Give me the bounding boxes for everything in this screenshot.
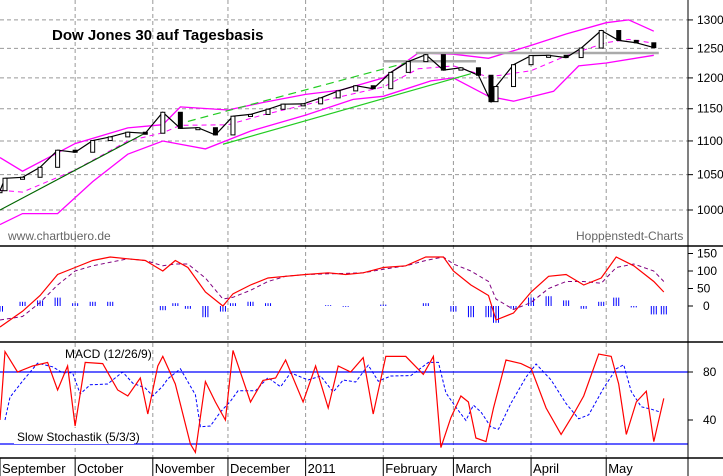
trend_dark-line [0, 133, 144, 211]
price-tick-label: 12000 [697, 71, 723, 85]
month-label: September [2, 461, 66, 476]
price-candle [511, 64, 517, 88]
macd-panel [0, 256, 667, 328]
price-candle [488, 74, 494, 103]
stoch-k-line [0, 349, 665, 455]
price-tick-label: 11500 [697, 102, 723, 116]
price-candle [37, 166, 43, 178]
price-candle [125, 131, 131, 138]
price-candle [160, 111, 166, 134]
macd-label: MACD (12/26/9) [65, 347, 152, 361]
price-candle [280, 103, 286, 110]
macd-tick-label: 100 [697, 264, 717, 278]
month-label: November [155, 461, 216, 476]
price-candle [195, 127, 201, 131]
price-candle [265, 108, 271, 115]
price-candle [563, 54, 569, 59]
month-label: February [385, 461, 438, 476]
stoch-d-line [4, 361, 659, 430]
stoch-label-bg [14, 428, 134, 444]
macd-line [0, 256, 665, 328]
macd-signal-line [0, 256, 665, 321]
price-candle [335, 90, 341, 99]
trend-line [222, 73, 472, 145]
trend_dashed-line [187, 62, 406, 123]
month-label: May [608, 461, 633, 476]
price-candle [528, 55, 534, 66]
price-line [0, 29, 654, 191]
macd-tick-label: 150 [697, 247, 717, 261]
price-candle [353, 85, 359, 92]
price-candle [405, 61, 411, 73]
price-candle [248, 113, 253, 117]
credit-right: Hoppenstedt-Charts [576, 229, 683, 243]
price-tick-label: 11000 [697, 134, 723, 148]
price-candle [318, 97, 324, 105]
price-candle [230, 115, 236, 136]
stoch-tick-label: 80 [703, 365, 717, 379]
price-tick-label: 10500 [697, 168, 723, 182]
price-candle [458, 67, 464, 71]
price-candle [0, 190, 3, 194]
price-candle [2, 177, 8, 192]
month-label: March [455, 461, 491, 476]
price-candle [651, 42, 657, 49]
price-candle [177, 111, 183, 129]
price-candle [546, 54, 552, 58]
month-label: December [230, 461, 291, 476]
stoch-tick-label: 40 [703, 413, 717, 427]
price-tick-label: 10000 [697, 203, 723, 217]
chart-title: Dow Jones 30 auf Tagesbasis [52, 27, 263, 44]
price-candle [55, 149, 61, 168]
grid [0, 0, 688, 458]
price-candle [388, 71, 394, 90]
macd-tick-label: 50 [697, 282, 711, 296]
stochastic-label: Slow Stochastik (5/3/3) [17, 430, 140, 444]
price-candle [300, 103, 306, 107]
price-candle [72, 149, 78, 153]
month-label: 2011 [308, 461, 336, 476]
price-candle [20, 176, 26, 180]
bollinger-lower [0, 54, 654, 226]
price-candle [578, 47, 584, 59]
price-candle [212, 127, 218, 136]
price-candle [107, 136, 113, 142]
credit-left: www.chartbuero.de [7, 229, 111, 243]
price-candle [370, 85, 376, 90]
price-candle [493, 86, 499, 103]
price-candle [423, 54, 429, 63]
month-label: April [533, 461, 559, 476]
price-panel [0, 19, 659, 226]
price-candle [598, 30, 604, 49]
bollinger-middle [0, 38, 654, 193]
month-label: October [77, 461, 124, 476]
price-tick-label: 12500 [697, 41, 723, 55]
macd-tick-label: 0 [703, 299, 710, 313]
price-candle [475, 67, 481, 76]
price-candle [633, 39, 639, 44]
price-candle [440, 54, 446, 71]
price-candle [142, 131, 148, 135]
price-candle [616, 30, 622, 41]
price-candle [90, 140, 96, 153]
